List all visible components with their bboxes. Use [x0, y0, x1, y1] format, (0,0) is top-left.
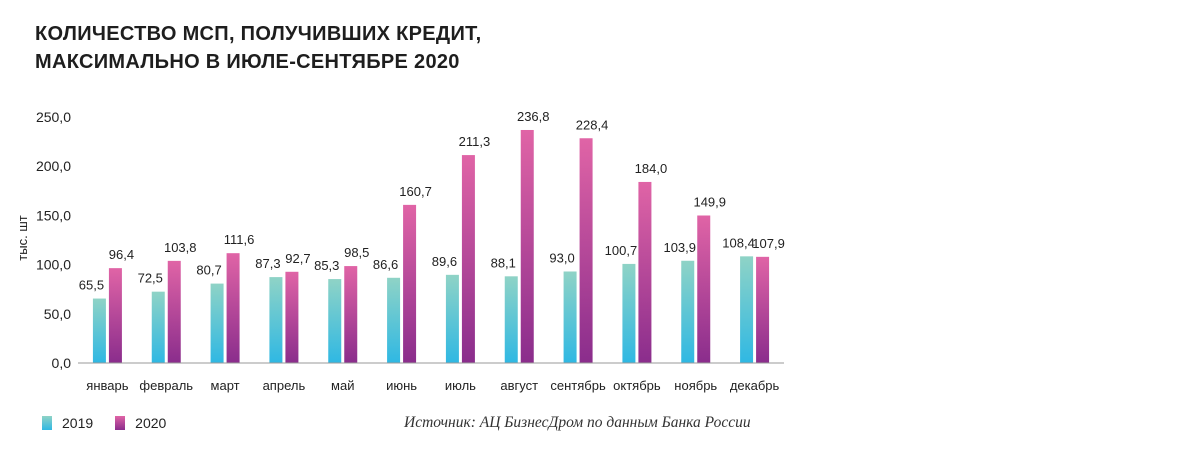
- bar-2019: [328, 279, 342, 363]
- data-label-2020: 111,6: [224, 232, 255, 247]
- bar-2020: [167, 260, 181, 363]
- y-axis: 0,0 50,0 100,0 150,0 200,0 250,0: [36, 109, 71, 371]
- x-tick-label: июнь: [386, 378, 417, 393]
- data-label-2020: 228,4: [576, 117, 609, 132]
- data-label-2020: 236,8: [517, 109, 550, 124]
- bar-2020: [579, 138, 593, 363]
- legend-label-2020: 2020: [135, 415, 167, 431]
- bar-2019: [92, 298, 106, 363]
- bar-group-1: 65,5 96,4: [79, 247, 134, 363]
- y-tick-label: 50,0: [44, 306, 71, 322]
- data-label-2019: 100,7: [605, 243, 638, 258]
- legend: 2019 2020: [42, 415, 188, 431]
- x-axis: январь февраль март апрель май июнь июль август…: [78, 362, 784, 393]
- bar-2020: [638, 181, 652, 363]
- legend-swatch-2020: [115, 416, 126, 430]
- bar-2019: [504, 276, 518, 363]
- bar-group-7: 89,6 211,3: [432, 134, 490, 363]
- data-label-2019: 93,0: [549, 250, 574, 265]
- legend-item-2020: 2020: [115, 415, 166, 431]
- data-label-2020: 92,7: [285, 251, 310, 266]
- data-label-2019: 103,9: [663, 240, 696, 255]
- bar-group-2: 72,5 103,8: [138, 240, 197, 363]
- data-label-2020: 107,9: [752, 236, 785, 251]
- y-tick-label: 100,0: [36, 257, 71, 273]
- data-label-2019: 80,7: [196, 263, 221, 278]
- bar-2019: [445, 274, 459, 363]
- x-tick-label: декабрь: [730, 378, 780, 393]
- bar-group-9: 93,0 228,4: [549, 117, 608, 363]
- bar-2020: [756, 256, 770, 363]
- bar-group-6: 86,6 160,7: [373, 184, 432, 363]
- bar-2019: [563, 271, 577, 363]
- x-tick-label: март: [211, 378, 240, 393]
- x-tick-label: апрель: [263, 378, 306, 393]
- bar-2019: [622, 263, 636, 363]
- data-label-2019: 89,6: [432, 254, 457, 269]
- bar-group-5: 85,3 98,5: [314, 245, 369, 363]
- data-label-2020: 160,7: [399, 184, 432, 199]
- y-axis-label: тыс. шт: [15, 215, 30, 260]
- bar-2020: [697, 215, 711, 363]
- bar-2020: [108, 268, 122, 363]
- bar-2020: [226, 253, 240, 363]
- bar-2020: [403, 204, 417, 363]
- data-label-2020: 184,0: [635, 161, 668, 176]
- legend-swatch-2019: [42, 416, 52, 430]
- data-label-2020: 149,9: [693, 194, 726, 209]
- data-label-2020: 96,4: [109, 247, 134, 262]
- data-label-2019: 65,5: [79, 278, 104, 293]
- bar-group-4: 87,3 92,7: [255, 251, 311, 363]
- y-tick-label: 200,0: [36, 158, 71, 174]
- chart-title: КОЛИЧЕСТВО МСП, ПОЛУЧИВШИХ КРЕДИТ, МАКСИ…: [35, 20, 482, 76]
- x-tick-label: май: [331, 378, 354, 393]
- source-note: Источник: АЦ БизнесДром по данным Банка …: [404, 414, 751, 431]
- legend-item-2019: 2019: [42, 415, 93, 431]
- x-tick-label: июль: [445, 378, 476, 393]
- bar-group-11: 103,9 149,9: [663, 194, 726, 363]
- data-label-2019: 88,1: [491, 255, 516, 270]
- x-tick-label: сентябрь: [550, 378, 606, 393]
- bar-2019: [151, 291, 165, 363]
- x-tick-label: январь: [86, 378, 128, 393]
- data-label-2020: 103,8: [164, 240, 197, 255]
- data-label-2020: 211,3: [459, 134, 491, 149]
- bar-2020: [285, 271, 299, 363]
- chart-title-line2: МАКСИМАЛЬНО В ИЮЛЕ-СЕНТЯБРЕ 2020: [35, 51, 460, 73]
- bar-2019: [210, 283, 224, 363]
- x-tick-label: август: [500, 378, 538, 393]
- bar-2020: [461, 155, 475, 363]
- data-label-2020: 98,5: [344, 245, 369, 260]
- bar-2020: [344, 266, 358, 363]
- legend-label-2019: 2019: [62, 415, 94, 431]
- data-label-2019: 72,5: [138, 271, 163, 286]
- data-label-2019: 87,3: [255, 256, 280, 271]
- chart-title-line1: КОЛИЧЕСТВО МСП, ПОЛУЧИВШИХ КРЕДИТ,: [35, 23, 482, 45]
- y-tick-label: 250,0: [36, 109, 71, 125]
- x-tick-label: октябрь: [613, 378, 661, 393]
- bars: 65,5 96,4 72,5 103,8 80,7 111,687,3 92,7 85,3 98…: [79, 109, 785, 363]
- bar-2019: [269, 277, 283, 363]
- data-label-2019: 85,3: [314, 258, 339, 273]
- bar-2019: [740, 256, 754, 363]
- x-tick-label: февраль: [139, 378, 193, 393]
- bar-group-8: 88,1 236,8: [491, 109, 550, 363]
- x-tick-label: ноябрь: [674, 378, 717, 393]
- data-label-2019: 108,4: [722, 235, 755, 250]
- bar-2019: [681, 260, 695, 363]
- y-tick-label: 150,0: [36, 207, 71, 223]
- y-tick-label: 0,0: [52, 355, 72, 371]
- data-label-2019: 86,6: [373, 257, 398, 272]
- bar-group-10: 100,7 184,0: [605, 161, 668, 363]
- bar-2019: [387, 277, 401, 363]
- bar-2020: [520, 129, 534, 363]
- bar-group-3: 80,7 111,6: [196, 232, 254, 363]
